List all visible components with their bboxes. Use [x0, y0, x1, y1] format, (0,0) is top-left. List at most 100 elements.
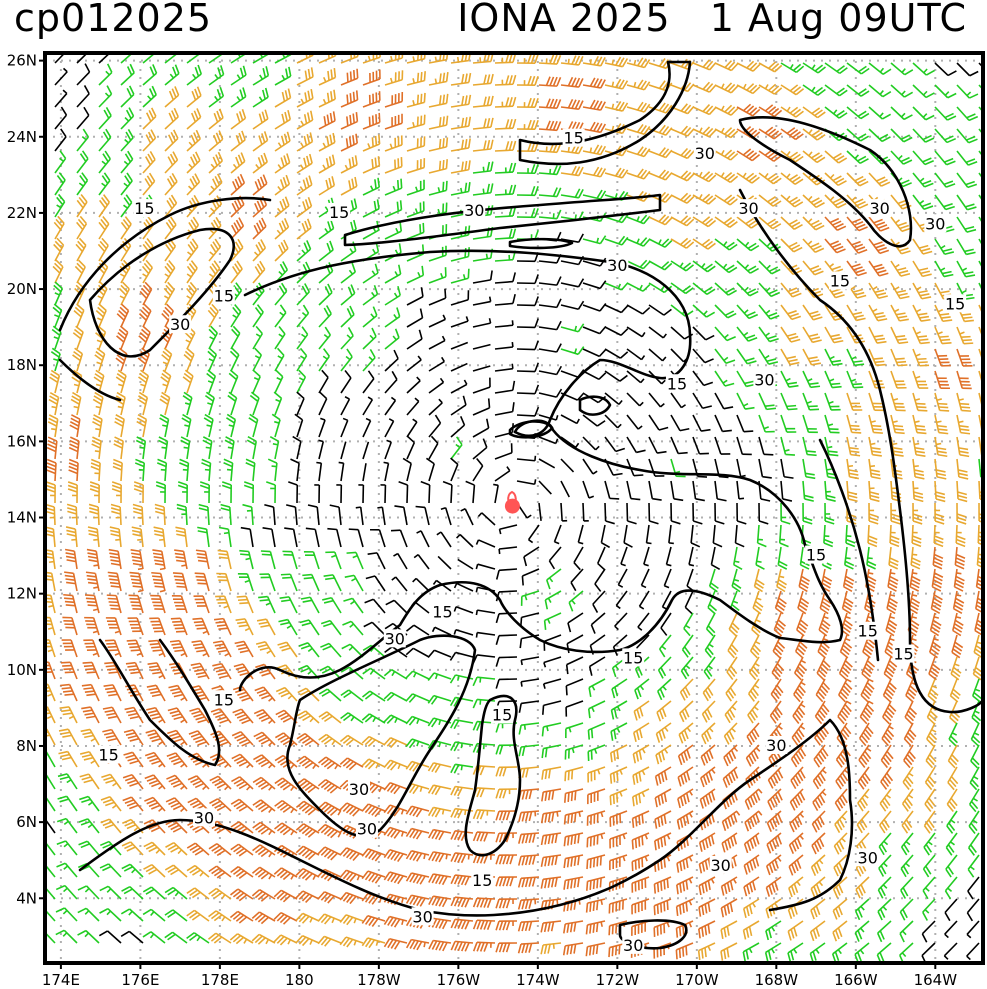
contour-30	[286, 634, 477, 838]
wind-barb	[855, 876, 870, 899]
wind-barb	[912, 326, 930, 345]
wind-barb	[274, 218, 290, 240]
wind-barb	[346, 551, 364, 570]
wind-barb	[383, 893, 408, 906]
wind-barb	[912, 370, 929, 389]
wind-barb	[905, 678, 918, 703]
wind-barb	[362, 348, 376, 372]
wind-barb	[679, 700, 694, 723]
wind-barb	[934, 238, 955, 255]
wind-barb	[323, 574, 342, 592]
wind-barb	[846, 260, 867, 277]
wind-barb	[318, 688, 342, 702]
wind-barb	[93, 369, 105, 394]
wind-barb	[868, 106, 892, 120]
wind-barb	[538, 142, 562, 154]
wind-barb	[362, 667, 386, 680]
wind-barb	[217, 549, 232, 570]
wind-barb	[553, 524, 562, 545]
wind-barb	[766, 832, 783, 854]
wind-barb	[75, 237, 87, 262]
wind-barb	[657, 656, 672, 679]
wind-barb	[654, 766, 672, 786]
wind-barb	[745, 744, 761, 767]
wind-barb	[880, 766, 894, 790]
wind-barb	[164, 172, 178, 196]
wind-barb	[692, 282, 716, 295]
wind-barb	[626, 392, 644, 407]
wind-barb	[736, 172, 760, 184]
wind-barb	[176, 503, 188, 526]
wind-barb	[110, 503, 122, 526]
wind-barb	[956, 106, 979, 122]
wind-barb	[318, 132, 336, 152]
wind-barb	[79, 751, 100, 768]
wind-barb	[472, 787, 496, 798]
wind-barb	[164, 886, 188, 900]
wind-barb	[129, 571, 144, 593]
wind-barb	[766, 810, 783, 832]
wind-barb	[899, 920, 914, 943]
wind-barb	[318, 756, 342, 770]
wind-barb	[494, 140, 517, 152]
wind-barb	[76, 172, 89, 196]
wind-barb	[142, 150, 156, 174]
contour-label-bg	[328, 202, 351, 221]
wind-barb	[64, 571, 78, 592]
wind-barb	[472, 742, 496, 754]
contour-label-bg	[431, 602, 454, 621]
wind-barb	[824, 480, 836, 502]
wind-barb	[846, 238, 868, 254]
wind-barb	[819, 590, 832, 615]
wind-barb	[956, 458, 969, 480]
wind-barb	[267, 458, 278, 482]
wind-barb	[585, 920, 606, 935]
wind-barb	[655, 722, 672, 743]
wind-barb	[131, 526, 144, 548]
wind-barb	[604, 326, 629, 336]
wind-barb	[692, 126, 717, 138]
wind-barb	[260, 550, 276, 570]
wind-barb	[398, 480, 409, 504]
wind-barb	[327, 527, 342, 548]
wind-barb	[809, 942, 826, 963]
wind-barb	[676, 810, 694, 830]
wind-barb	[339, 757, 364, 771]
wind-barb	[477, 512, 496, 526]
lon-tick-label: 172W	[596, 971, 640, 989]
wind-barb	[604, 502, 615, 525]
contour-label: 15	[563, 129, 583, 148]
wind-barb	[45, 616, 56, 636]
wind-barb	[494, 184, 517, 196]
wind-barb	[640, 568, 650, 589]
wind-barb	[890, 502, 901, 525]
wind-barb	[99, 907, 122, 922]
wind-barb	[780, 84, 805, 96]
wind-barb	[130, 549, 144, 571]
wind-barb	[296, 67, 314, 86]
wind-barb	[273, 934, 298, 946]
wind-barb	[145, 729, 166, 746]
wind-barb	[684, 590, 694, 615]
wind-barb	[978, 216, 983, 225]
wind-barb	[98, 194, 110, 218]
wind-barb	[560, 165, 584, 177]
wind-barb	[714, 82, 739, 94]
wind-barb	[714, 238, 738, 251]
wind-barb	[207, 932, 232, 944]
wind-barb	[736, 326, 758, 342]
wind-barb	[632, 744, 650, 764]
wind-barb	[208, 216, 222, 240]
wind-barb	[187, 775, 210, 791]
wind-barb	[967, 854, 980, 878]
wind-barb	[318, 240, 334, 262]
contour-label-bg	[212, 690, 235, 709]
wind-barb	[846, 128, 870, 142]
wind-barb	[362, 463, 367, 482]
contour-label: 30	[349, 780, 369, 799]
wind-barb	[427, 784, 452, 796]
wind-barb	[802, 216, 825, 231]
wind-barb	[186, 151, 201, 174]
wind-barb	[538, 76, 562, 87]
wind-barb	[427, 762, 452, 773]
